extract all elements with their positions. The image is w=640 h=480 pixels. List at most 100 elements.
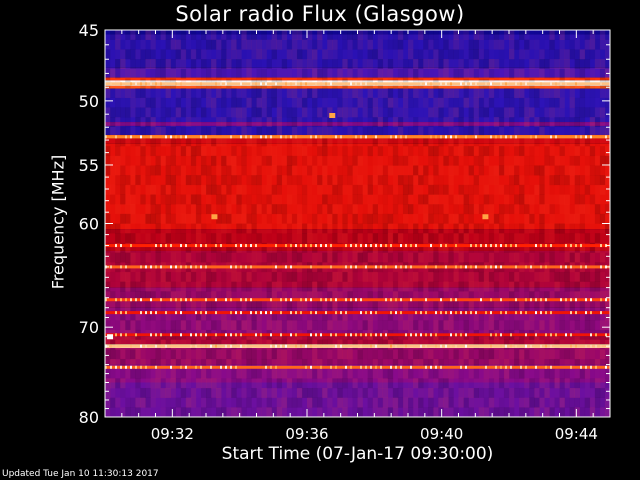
rfi-dash — [155, 344, 157, 348]
texture-cell — [337, 175, 343, 186]
texture-cell — [110, 107, 116, 118]
texture-cell — [241, 213, 247, 224]
texture-cell — [469, 156, 474, 166]
texture-cell — [241, 387, 247, 398]
texture-cell — [493, 368, 500, 379]
texture-cell — [604, 146, 610, 157]
rfi-dash — [230, 344, 232, 348]
texture-cell — [484, 88, 489, 98]
rfi-dash — [395, 311, 397, 315]
texture-cell — [200, 358, 207, 369]
texture-cell — [503, 339, 510, 350]
texture-cell — [206, 126, 212, 137]
rfi-dash — [445, 82, 447, 86]
texture-cell — [226, 407, 232, 417]
texture-cell — [135, 97, 141, 108]
texture-cell — [413, 107, 418, 117]
rfi-dash — [425, 365, 427, 369]
texture-cell — [438, 291, 444, 302]
texture-cell — [170, 146, 176, 157]
texture-cell — [584, 271, 591, 282]
texture-cell — [398, 204, 403, 214]
texture-cell — [503, 30, 510, 40]
texture-cell — [433, 349, 438, 359]
texture-cell — [569, 107, 575, 118]
texture-cell — [166, 253, 171, 263]
rfi-dash — [455, 244, 457, 248]
rfi-dash — [270, 344, 272, 348]
texture-cell — [524, 69, 529, 79]
texture-cell — [155, 155, 161, 166]
texture-cell — [529, 213, 535, 224]
texture-cell — [423, 117, 429, 128]
texture-cell — [236, 320, 242, 331]
texture-cell — [322, 310, 328, 321]
texture-cell — [554, 214, 559, 224]
texture-cell — [604, 155, 610, 166]
texture-cell — [372, 233, 378, 244]
texture-cell — [554, 223, 560, 234]
texture-cell — [145, 233, 151, 244]
texture-cell — [110, 59, 115, 69]
texture-cell — [433, 97, 439, 108]
texture-cell — [201, 98, 206, 108]
texture-cell — [226, 252, 232, 263]
texture-cell — [509, 194, 514, 204]
texture-cell — [281, 107, 288, 118]
texture-cell — [503, 368, 510, 379]
texture-cell — [312, 358, 318, 369]
texture-cell — [322, 88, 328, 99]
texture-cell — [170, 117, 176, 128]
texture-cell — [428, 252, 434, 263]
texture-cell — [549, 242, 555, 253]
rfi-dash — [365, 82, 367, 86]
texture-cell — [296, 126, 303, 137]
texture-cell — [453, 320, 459, 331]
texture-cell — [200, 59, 207, 69]
texture-cell — [191, 407, 196, 417]
rfi-dash — [310, 135, 312, 139]
texture-cell — [579, 300, 586, 311]
texture-cell — [347, 271, 353, 282]
texture-cell — [226, 30, 232, 40]
texture-cell — [579, 126, 586, 137]
texture-cell — [418, 407, 424, 417]
texture-cell — [402, 126, 409, 137]
rfi-dash — [395, 265, 397, 269]
rfi-dash — [210, 365, 212, 369]
texture-cell — [216, 233, 222, 244]
rfi-dash — [455, 311, 457, 315]
texture-cell — [180, 291, 187, 302]
rfi-dash — [475, 265, 477, 269]
texture-cell — [589, 378, 596, 389]
texture-cell — [519, 358, 525, 369]
rfi-dash — [250, 298, 252, 302]
texture-cell — [236, 165, 242, 176]
texture-cell — [317, 320, 323, 331]
texture-cell — [125, 175, 131, 186]
texture-cell — [564, 281, 570, 292]
rfi-dash — [180, 135, 182, 139]
rfi-dash — [595, 333, 597, 337]
texture-cell — [256, 88, 262, 99]
texture-cell — [216, 397, 222, 408]
texture-cell — [342, 165, 347, 175]
texture-cell — [464, 214, 469, 224]
texture-cell — [448, 252, 454, 263]
texture-cell — [529, 223, 535, 234]
texture-cell — [307, 39, 313, 50]
texture-cell — [599, 300, 606, 311]
texture-cell — [291, 117, 298, 128]
texture-cell — [337, 59, 343, 69]
texture-cell — [574, 291, 580, 302]
rfi-dash — [590, 333, 592, 337]
texture-cell — [438, 271, 444, 282]
texture-cell — [488, 30, 495, 40]
rfi-dash — [600, 82, 602, 86]
texture-cell — [453, 185, 458, 195]
texture-cell — [261, 204, 267, 215]
rfi-dash — [515, 244, 517, 248]
texture-cell — [180, 320, 187, 331]
texture-cell — [125, 49, 131, 60]
texture-cell — [599, 281, 606, 292]
